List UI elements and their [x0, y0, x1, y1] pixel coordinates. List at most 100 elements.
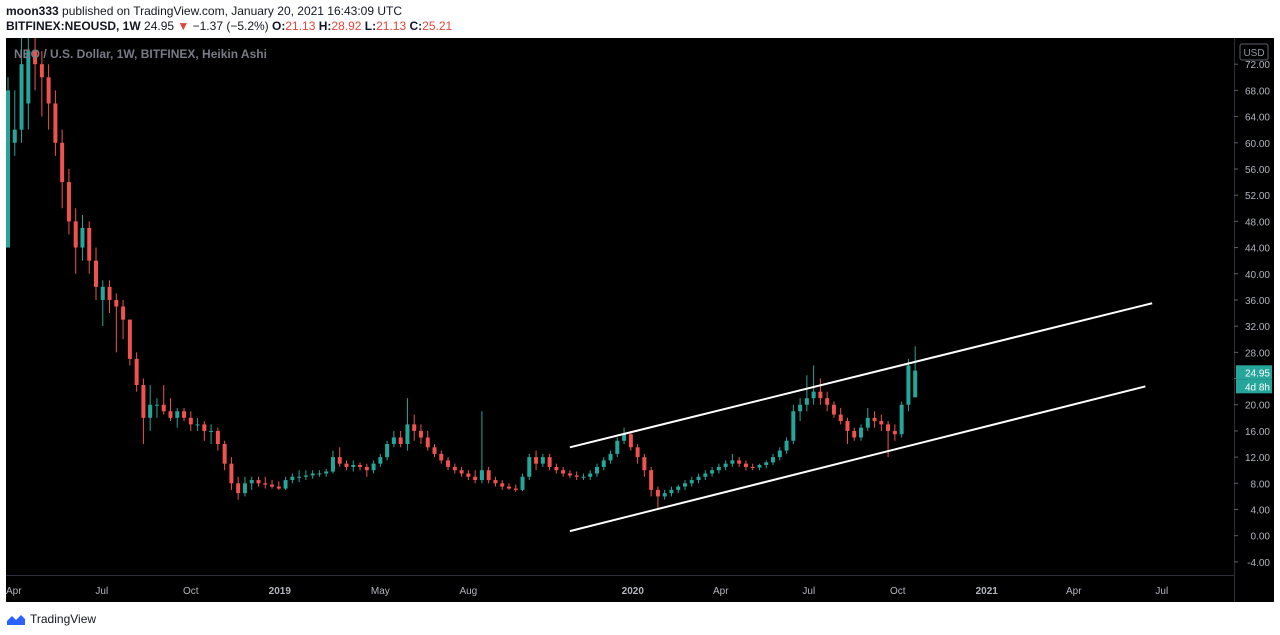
- close-value: 25.21: [422, 19, 453, 33]
- candle: [276, 481, 281, 490]
- candle-body: [466, 473, 471, 477]
- candle-body: [635, 447, 640, 458]
- candle: [188, 411, 193, 431]
- candle-body: [12, 129, 17, 143]
- candle-body: [899, 404, 904, 435]
- candle: [520, 473, 525, 492]
- time-axis[interactable]: [6, 575, 1234, 602]
- candle: [324, 468, 329, 477]
- candle: [222, 440, 227, 471]
- candle: [608, 450, 613, 464]
- candle: [764, 460, 769, 469]
- candle: [60, 129, 65, 209]
- candle: [540, 453, 545, 467]
- candle: [134, 352, 139, 392]
- candle: [121, 299, 126, 340]
- candle: [716, 463, 721, 474]
- candle: [154, 398, 159, 418]
- y-tick-label: 64.00: [1245, 113, 1270, 124]
- candle: [594, 463, 599, 477]
- candle: [127, 319, 132, 366]
- candle-body: [723, 463, 728, 467]
- candle-body: [506, 486, 511, 489]
- currency-badge[interactable]: [1239, 43, 1269, 61]
- candle: [879, 414, 884, 431]
- candle-body: [818, 391, 823, 399]
- candle: [723, 460, 728, 471]
- candle: [703, 470, 708, 481]
- candle-body: [608, 453, 613, 461]
- candle: [750, 463, 755, 471]
- candle: [432, 444, 437, 458]
- candle: [838, 408, 843, 425]
- candle: [452, 463, 457, 474]
- candle-body: [594, 466, 599, 474]
- open-label: O:: [272, 19, 286, 33]
- x-tick-label: 2019: [269, 586, 292, 597]
- candle-body: [676, 486, 681, 490]
- candle-body: [649, 470, 654, 490]
- candle: [784, 437, 789, 454]
- candle: [182, 408, 187, 422]
- candle-body: [439, 453, 444, 461]
- candle: [588, 470, 593, 481]
- candle: [581, 473, 586, 481]
- candle-body: [161, 404, 166, 412]
- candle: [473, 470, 478, 484]
- candle-body: [249, 480, 254, 484]
- y-tick-label: 52.00: [1245, 191, 1270, 202]
- channel-trendline[interactable]: [569, 385, 1146, 533]
- candle-body: [473, 476, 478, 481]
- candle-body: [358, 464, 363, 467]
- candle: [818, 378, 823, 405]
- candle: [330, 450, 335, 474]
- candle: [229, 457, 234, 490]
- candle: [859, 424, 864, 441]
- candle-body: [215, 430, 220, 445]
- candle-body: [371, 463, 376, 471]
- candle-body: [906, 365, 911, 405]
- candle: [459, 466, 464, 477]
- price-axis[interactable]: [1234, 38, 1274, 602]
- y-tick-label: -4.00: [1247, 558, 1270, 569]
- candle: [26, 38, 31, 130]
- chart-area[interactable]: NEO / U.S. Dollar, 1W, BITFINEX, Heikin …: [6, 24, 1274, 602]
- candle-body: [601, 460, 606, 467]
- author-name[interactable]: moon333: [6, 4, 59, 18]
- candle-body: [642, 457, 647, 471]
- candle-body: [398, 437, 403, 445]
- candle: [236, 476, 241, 500]
- candle: [527, 453, 532, 481]
- candle-body: [520, 476, 525, 490]
- candle: [364, 463, 369, 477]
- channel-trendline[interactable]: [569, 302, 1153, 449]
- candle: [425, 430, 430, 451]
- low-value: 21.13: [376, 19, 407, 33]
- brand-name[interactable]: TradingView: [30, 612, 97, 626]
- candle-body: [270, 484, 275, 487]
- candle-body: [256, 480, 261, 484]
- candle: [479, 411, 484, 484]
- y-tick-label: 40.00: [1245, 270, 1270, 281]
- y-tick-label: 28.00: [1245, 348, 1270, 359]
- candle-body: [33, 51, 38, 65]
- tradingview-logo-icon[interactable]: [6, 612, 26, 626]
- candle-body: [73, 221, 78, 248]
- candle: [737, 457, 742, 467]
- candle-body: [19, 64, 24, 130]
- last-price-tag-label: 24.95: [1245, 368, 1270, 379]
- candle-body: [581, 476, 586, 478]
- candle: [771, 453, 776, 465]
- candle-body: [872, 417, 877, 422]
- candle-body: [865, 417, 870, 428]
- candle: [270, 480, 275, 489]
- candle: [209, 424, 214, 445]
- candle: [100, 280, 105, 327]
- y-tick-label: 44.00: [1245, 244, 1270, 255]
- candle-body: [202, 424, 207, 431]
- candle-body: [804, 398, 809, 405]
- price-chart[interactable]: NEO / U.S. Dollar, 1W, BITFINEX, Heikin …: [6, 24, 1274, 602]
- candle: [676, 484, 681, 494]
- plot-background[interactable]: [6, 38, 1234, 575]
- trendlines-group: [569, 302, 1153, 533]
